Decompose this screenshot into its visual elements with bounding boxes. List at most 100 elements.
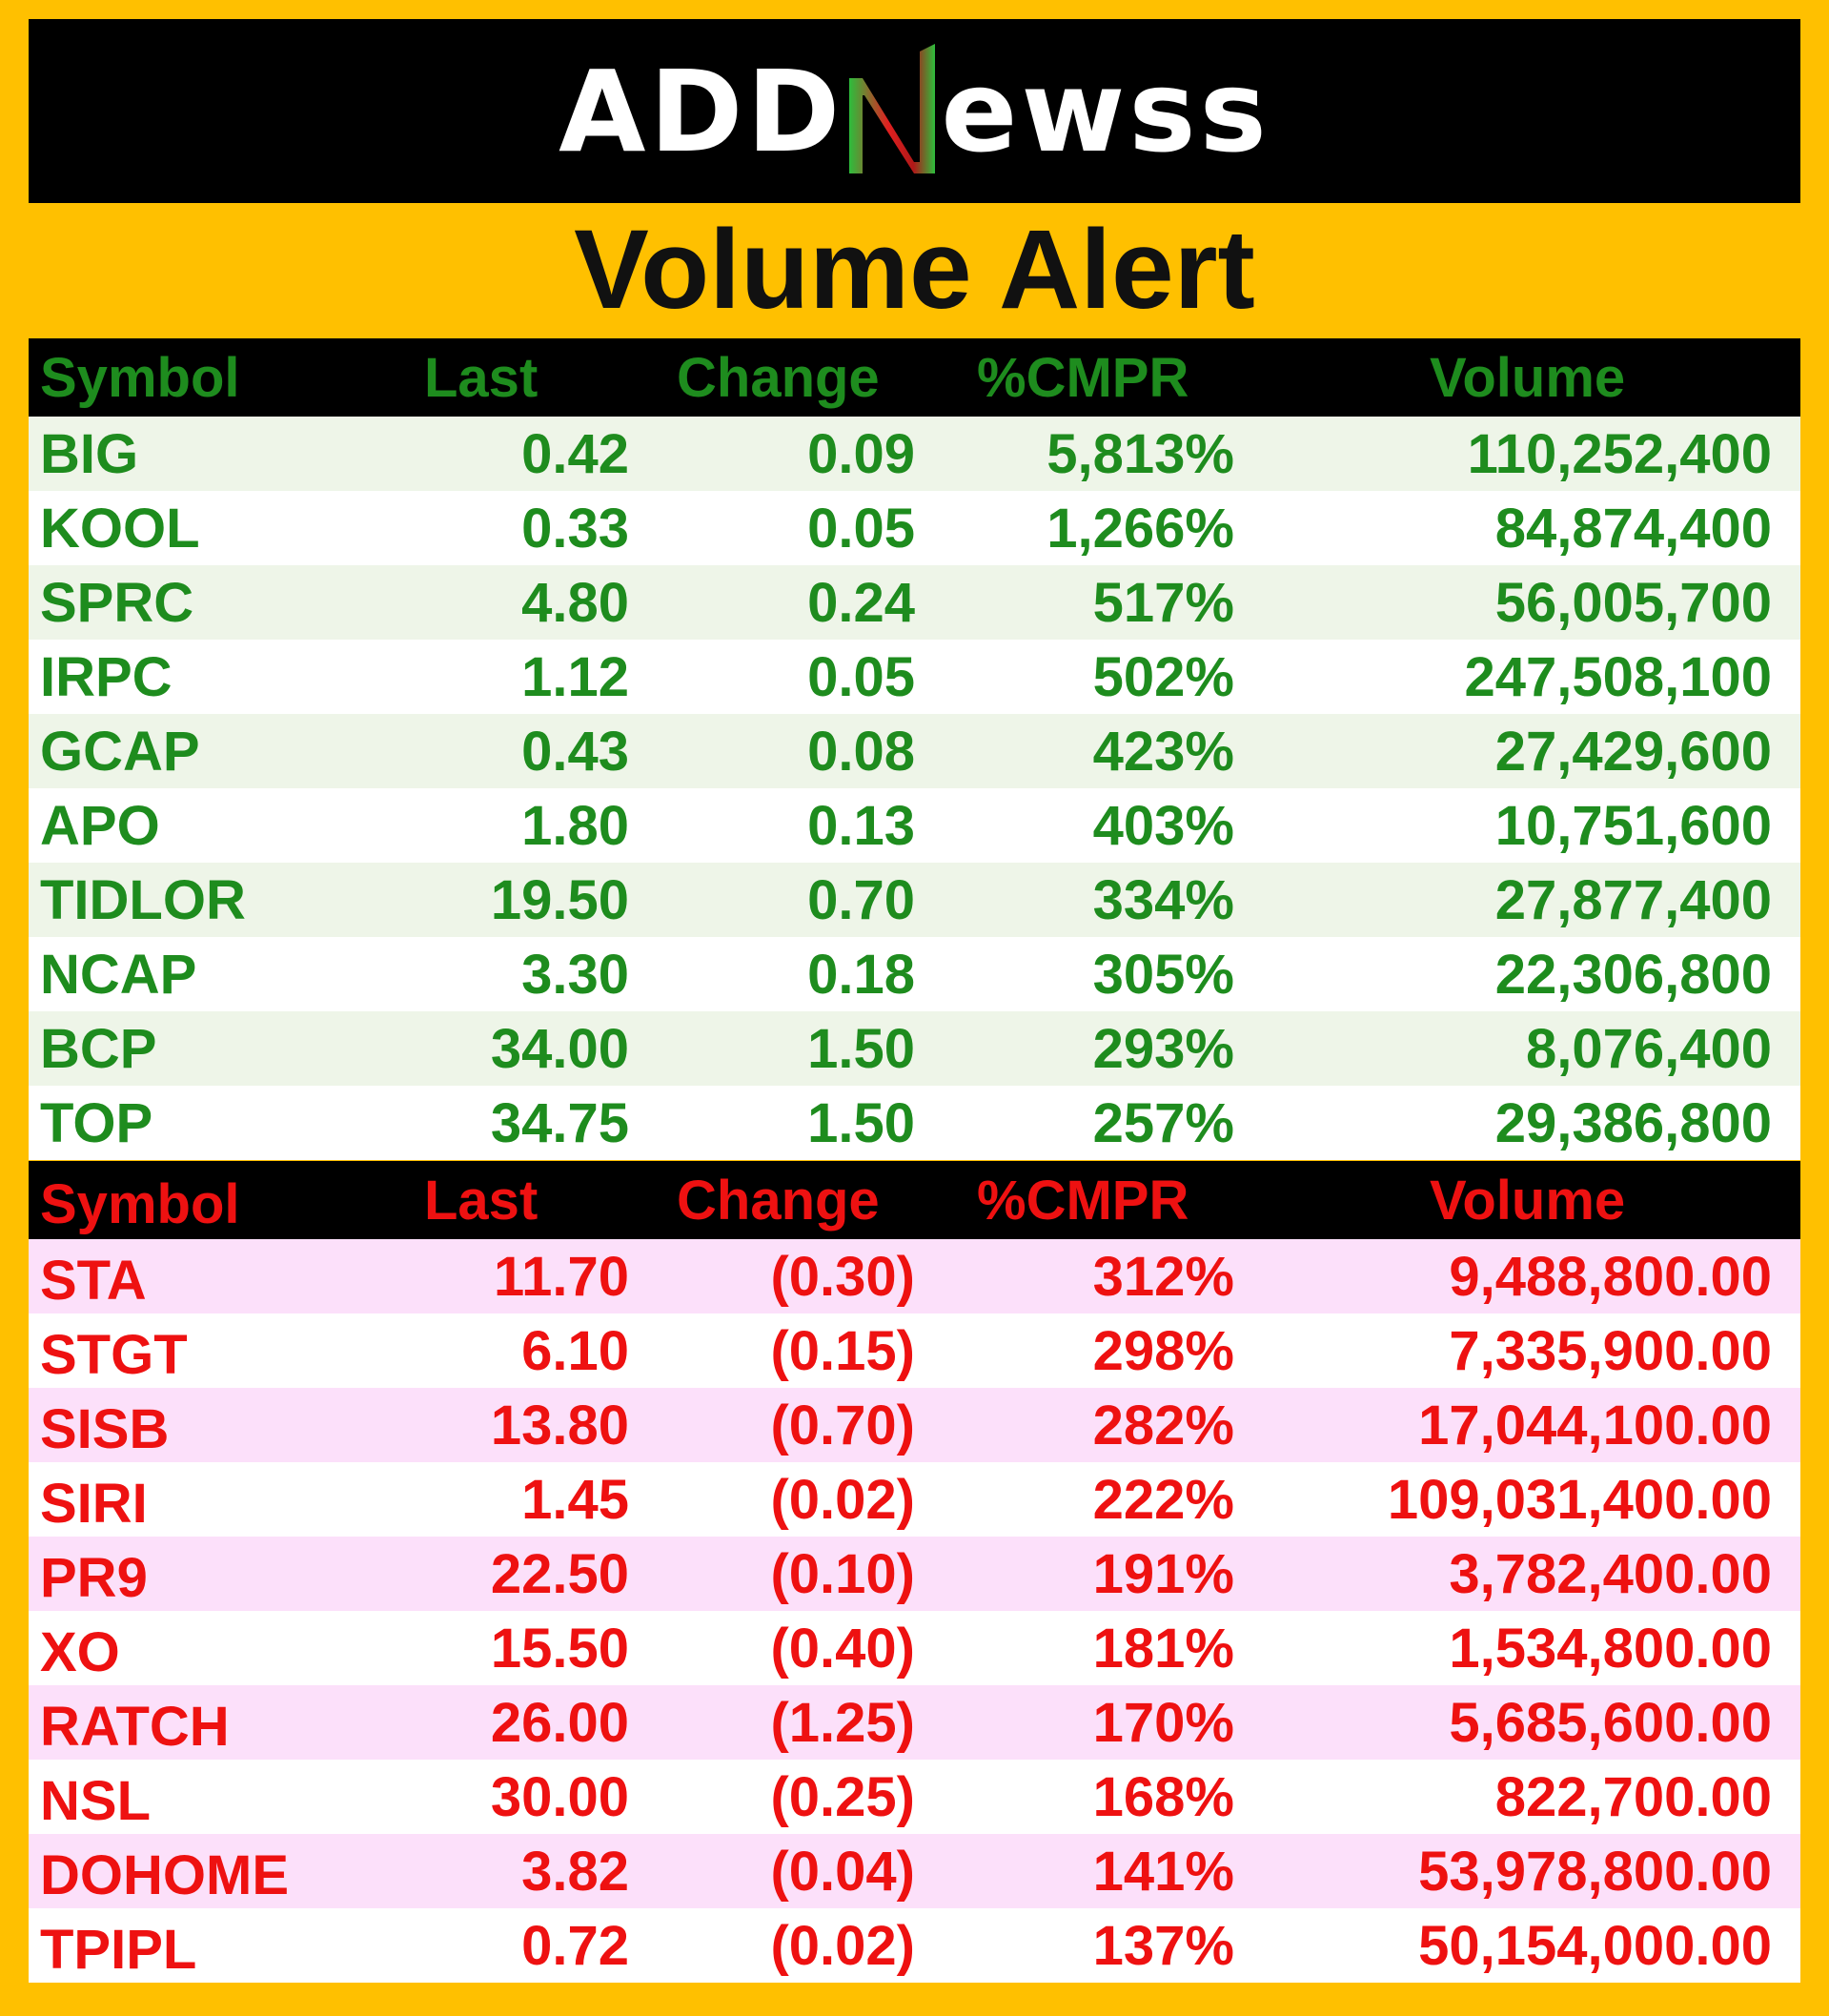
symbol-cell: GCAP [40, 720, 200, 783]
gainers-table: Symbol Last Change %CMPR Volume BIG 0.42 0… [29, 338, 1800, 1160]
change-cell: (0.10) [770, 1542, 915, 1605]
cmpr-cell: 305% [1092, 943, 1234, 1006]
cmpr-cell: 1,266% [1047, 497, 1234, 560]
cmpr-cell: 517% [1092, 571, 1234, 634]
header-volume: Volume [1430, 346, 1626, 409]
volume-cell: 7,335,900.00 [1449, 1319, 1772, 1382]
volume-cell: 8,076,400 [1525, 1017, 1772, 1080]
volume-cell: 84,874,400 [1494, 497, 1772, 560]
volume-cell: 17,044,100.00 [1418, 1394, 1772, 1456]
header-symbol: Symbol [40, 1172, 240, 1235]
symbol-cell: SIRI [40, 1472, 148, 1535]
last-cell: 26.00 [490, 1691, 629, 1754]
symbol-cell: BIG [40, 422, 139, 485]
losers-header-row: Symbol Last Change %CMPR Volume [29, 1161, 1800, 1239]
last-cell: 30.00 [490, 1765, 629, 1828]
change-cell: (0.70) [770, 1394, 915, 1456]
change-cell: (0.02) [770, 1914, 915, 1977]
header-last: Last [424, 1169, 539, 1232]
change-cell: 0.09 [807, 422, 915, 485]
cmpr-cell: 222% [1092, 1468, 1234, 1531]
cmpr-cell: 403% [1092, 794, 1234, 857]
cmpr-cell: 298% [1092, 1319, 1234, 1382]
cmpr-cell: 334% [1092, 868, 1234, 931]
table-row: SIRI 1.45 (0.02) 222% 109,031,400.00 [29, 1462, 1800, 1537]
table-row: RATCH 26.00 (1.25) 170% 5,685,600.00 [29, 1685, 1800, 1760]
volume-cell: 29,386,800 [1494, 1091, 1772, 1154]
change-cell: 1.50 [807, 1017, 915, 1080]
page-title: Volume Alert [574, 207, 1255, 333]
losers-table: Symbol Last Change %CMPR Volume STA 11.70… [29, 1161, 1800, 1983]
change-cell: 0.05 [807, 497, 915, 560]
last-cell: 1.12 [521, 645, 629, 708]
change-cell: 0.18 [807, 943, 915, 1006]
header-cmpr: %CMPR [977, 1169, 1189, 1232]
volume-cell: 22,306,800 [1494, 943, 1772, 1006]
cmpr-cell: 502% [1092, 645, 1234, 708]
last-cell: 1.45 [521, 1468, 629, 1531]
header-change: Change [677, 1169, 880, 1232]
last-cell: 6.10 [521, 1319, 629, 1382]
symbol-cell: IRPC [40, 645, 173, 708]
cmpr-cell: 5,813% [1047, 422, 1234, 485]
volume-cell: 27,877,400 [1494, 868, 1772, 931]
last-cell: 1.80 [521, 794, 629, 857]
volume-cell: 5,685,600.00 [1449, 1691, 1772, 1754]
logo-suffix: ewss [941, 45, 1270, 177]
last-cell: 34.75 [490, 1091, 629, 1154]
header-volume: Volume [1430, 1169, 1626, 1232]
symbol-cell: NSL [40, 1769, 151, 1832]
table-row: TIDLOR 19.50 0.70 334% 27,877,400 [29, 863, 1800, 937]
volume-cell: 27,429,600 [1494, 720, 1772, 783]
last-cell: 19.50 [490, 868, 629, 931]
change-cell: (0.30) [770, 1245, 915, 1308]
symbol-cell: DOHOME [40, 1843, 289, 1906]
symbol-cell: APO [40, 794, 160, 857]
table-row: BCP 34.00 1.50 293% 8,076,400 [29, 1011, 1800, 1086]
volume-cell: 50,154,000.00 [1418, 1914, 1772, 1977]
header-symbol: Symbol [40, 346, 240, 409]
symbol-cell: SISB [40, 1397, 170, 1460]
change-cell: 0.13 [807, 794, 915, 857]
last-cell: 0.43 [521, 720, 629, 783]
change-cell: (0.15) [770, 1319, 915, 1382]
symbol-cell: STGT [40, 1323, 188, 1386]
cmpr-cell: 170% [1092, 1691, 1234, 1754]
change-cell: (0.04) [770, 1840, 915, 1903]
table-row: APO 1.80 0.13 403% 10,751,600 [29, 788, 1800, 863]
last-cell: 0.42 [521, 422, 629, 485]
change-cell: 0.08 [807, 720, 915, 783]
cmpr-cell: 181% [1092, 1617, 1234, 1680]
last-cell: 22.50 [490, 1542, 629, 1605]
cmpr-cell: 312% [1092, 1245, 1234, 1308]
last-cell: 4.80 [521, 571, 629, 634]
logo-n-mark-icon [849, 43, 936, 173]
table-row: GCAP 0.43 0.08 423% 27,429,600 [29, 714, 1800, 788]
cmpr-cell: 191% [1092, 1542, 1234, 1605]
volume-cell: 56,005,700 [1494, 571, 1772, 634]
table-row: PR9 22.50 (0.10) 191% 3,782,400.00 [29, 1537, 1800, 1611]
gainers-header-row: Symbol Last Change %CMPR Volume [29, 338, 1800, 417]
table-row: NCAP 3.30 0.18 305% 22,306,800 [29, 937, 1800, 1011]
symbol-cell: XO [40, 1620, 120, 1683]
symbol-cell: TOP [40, 1091, 153, 1154]
last-cell: 34.00 [490, 1017, 629, 1080]
addnewss-logo: ADD ewss [559, 40, 1270, 183]
table-row: STA 11.70 (0.30) 312% 9,488,800.00 [29, 1239, 1800, 1313]
header-change: Change [677, 346, 880, 409]
symbol-cell: KOOL [40, 497, 200, 560]
table-row: XO 15.50 (0.40) 181% 1,534,800.00 [29, 1611, 1800, 1685]
table-row: TPIPL 0.72 (0.02) 137% 50,154,000.00 [29, 1908, 1800, 1983]
cmpr-cell: 423% [1092, 720, 1234, 783]
change-cell: (0.25) [770, 1765, 915, 1828]
last-cell: 3.30 [521, 943, 629, 1006]
header-last: Last [424, 346, 539, 409]
cmpr-cell: 137% [1092, 1914, 1234, 1977]
symbol-cell: RATCH [40, 1695, 230, 1758]
symbol-cell: NCAP [40, 943, 197, 1006]
volume-cell: 9,488,800.00 [1449, 1245, 1772, 1308]
last-cell: 0.33 [521, 497, 629, 560]
cmpr-cell: 282% [1092, 1394, 1234, 1456]
volume-cell: 110,252,400 [1467, 422, 1772, 485]
volume-cell: 3,782,400.00 [1449, 1542, 1772, 1605]
